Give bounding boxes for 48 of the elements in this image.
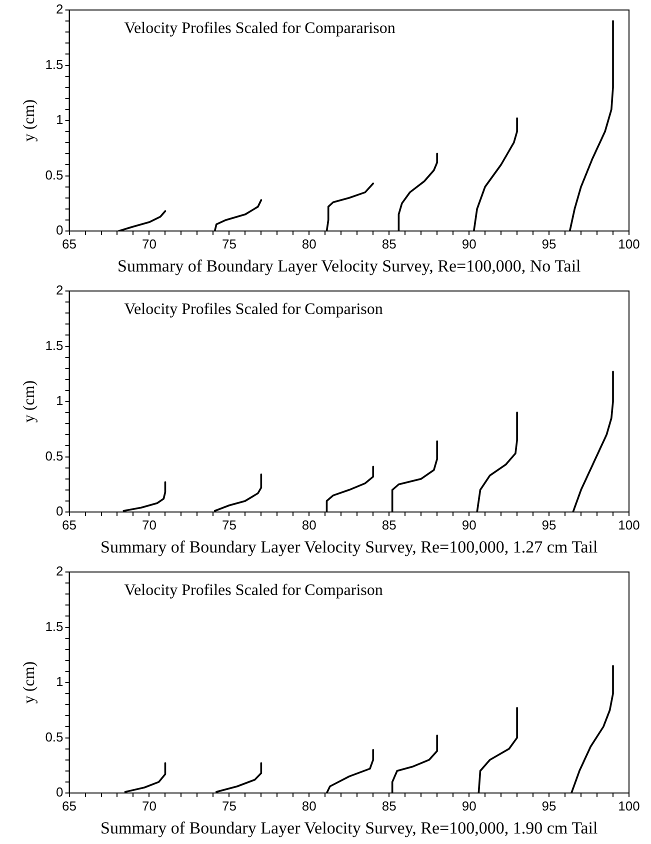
x-tick-label: 70 [142,236,156,252]
text: Velocity Profiles Scaled for Comparison [124,582,383,600]
x-tick-label: 100 [618,236,640,252]
x-tick-label: 70 [142,798,156,814]
y-axis-title: y (cm) [20,380,38,423]
y-tick-label: 2 [56,282,64,298]
y-tick-label: 0.5 [45,448,64,464]
x-tick-label: 65 [62,798,77,814]
x-tick-label: 75 [222,798,236,814]
text: Velocity Profiles Scaled for Comparison [124,301,383,318]
x-tick-label: 90 [462,517,476,532]
y-tick-label: 1.5 [45,56,64,72]
x-tick-label: 65 [62,236,77,252]
x-axis-title: Summary of Boundary Layer Velocity Survey, Re=100,000, 1.27 cm Tail [100,537,598,556]
x-axis-title: Summary of Boundary Layer Velocity Survey, Re=100,000, 1.90 cm Tail [100,818,598,838]
x-tick-label: 65 [62,517,77,532]
x-axis-title: Summary of Boundary Layer Velocity Survey, Re=100,000, No Tail [118,256,582,276]
x-tick-label: 85 [382,236,396,252]
y-tick-label: 1 [56,112,64,128]
x-tick-label: 80 [302,517,316,532]
y-tick-label: 0 [56,784,64,800]
x-tick-label: 70 [142,517,156,532]
x-tick-label: 90 [462,236,476,252]
y-tick-label: 1.5 [45,618,64,634]
y-tick-label: 2 [56,564,64,579]
x-tick-label: 95 [542,798,556,814]
text: Velocity Profiles Scaled for Compararison [124,20,396,38]
y-tick-label: 2 [56,2,64,17]
x-tick-label: 85 [382,517,396,532]
x-tick-label: 100 [618,517,640,532]
x-tick-label: 95 [542,236,556,252]
y-tick-label: 1 [56,393,64,408]
y-axis-title: y (cm) [20,99,38,142]
y-tick-label: 0.5 [45,167,64,182]
x-tick-label: 75 [222,236,236,252]
x-tick-label: 80 [302,798,316,814]
x-tick-label: 75 [222,517,236,532]
y-tick-label: 0 [56,504,64,519]
y-tick-label: 0.5 [45,729,64,744]
y-tick-label: 1.5 [45,338,64,353]
x-tick-label: 95 [542,517,556,532]
x-tick-label: 90 [462,798,476,814]
y-tick-label: 1 [56,674,64,690]
x-tick-label: 85 [382,798,396,814]
x-tick-label: 100 [618,798,640,814]
y-axis-title: y (cm) [20,661,38,704]
y-tick-label: 0 [56,222,64,238]
x-tick-label: 80 [302,236,316,252]
